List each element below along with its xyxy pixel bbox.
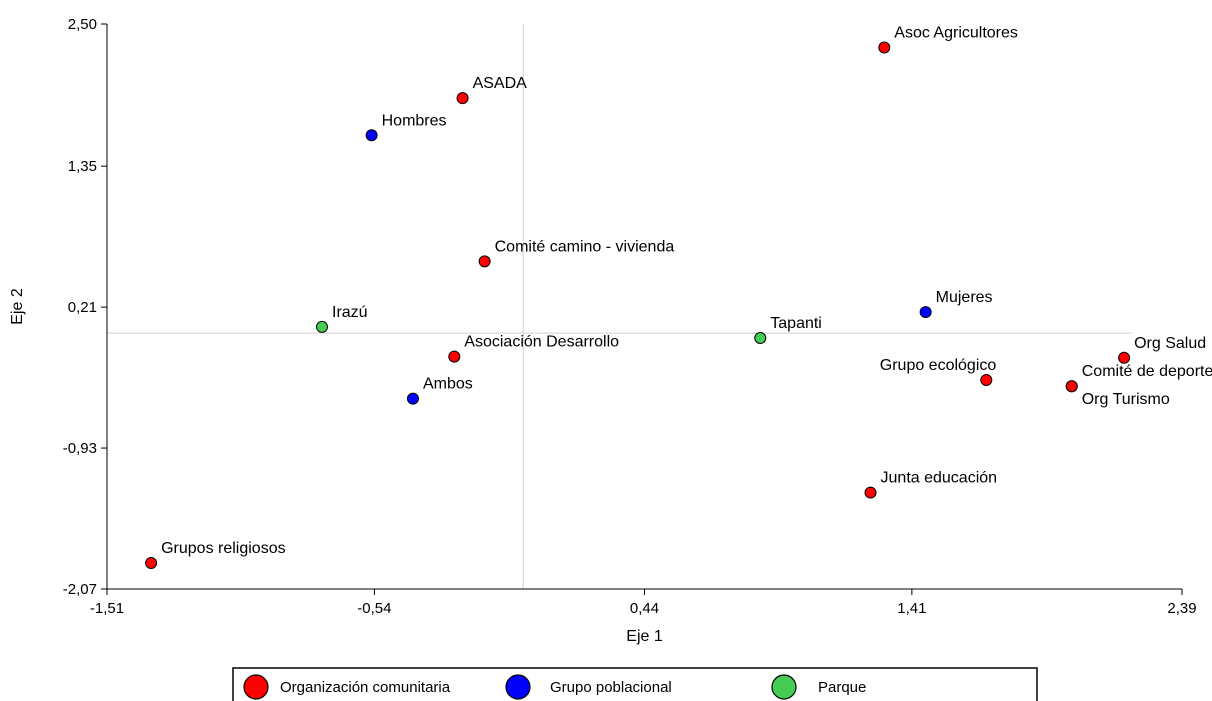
data-point [448,350,461,363]
data-points: Asoc Agricultores ASADA Comité camino - vi… [145,24,1212,570]
y-axis-title: Eje 2 [9,288,26,325]
data-point [1065,380,1078,393]
legend-label: Grupo poblacional [550,679,672,696]
data-point [456,92,469,105]
data-point [980,374,993,387]
point-label: Ambos [423,376,473,393]
x-tick-label: -0,54 [357,600,391,617]
y-tick-label: 0,21 [68,299,97,316]
point-label: ASADA [473,75,528,92]
legend-label: Organización comunitaria [280,679,451,696]
data-point [919,306,932,319]
point-label: Org Salud [1134,335,1206,352]
point-label: Tapanti [770,315,822,332]
y-tick-label: 1,35 [68,158,97,175]
point-label: Junta educación [881,470,998,487]
data-point [316,320,328,333]
legend-label: Parque [818,679,866,696]
y-tick-label: 2,50 [68,16,97,33]
x-tick-label: -1,51 [90,600,124,617]
data-point [878,41,891,54]
data-point [1118,351,1131,364]
point-label: Comité de deportes [1082,363,1212,380]
legend-marker [771,674,797,700]
x-tick-label: 1,41 [897,600,926,617]
point-label: Comité camino - vivienda [495,238,675,255]
point-label: Grupos religiosos [161,540,286,557]
reference-lines [107,24,1132,589]
y-tick-label: -2,07 [63,581,97,598]
legend-marker [243,674,269,700]
point-label: Mujeres [936,289,993,306]
legend-marker [505,674,531,700]
x-tick-label: 2,39 [1167,600,1196,617]
data-point [145,557,158,570]
legend-box [232,667,1038,701]
point-label: Org Turismo [1082,391,1170,408]
data-point [406,392,419,405]
point-label: Asociación Desarrollo [464,334,619,351]
point-label: Asoc Agricultores [894,24,1018,41]
data-point [365,129,378,142]
legend: Organización comunitaria Grupo poblaciona… [232,667,1038,701]
data-point [864,486,877,499]
point-label: Irazú [332,304,368,321]
point-label: Hombres [382,112,447,129]
y-tick-label: -0,93 [63,440,97,457]
x-axis-title: Eje 1 [626,628,663,645]
x-tick-label: 0,44 [630,600,659,617]
data-point [478,255,491,268]
axes: -1,51 -0,54 0,44 1,41 2,39 2,50 1,35 0,21 -0,93 -… [63,16,1197,617]
data-point [754,332,767,345]
point-label: Grupo ecológico [880,357,997,374]
